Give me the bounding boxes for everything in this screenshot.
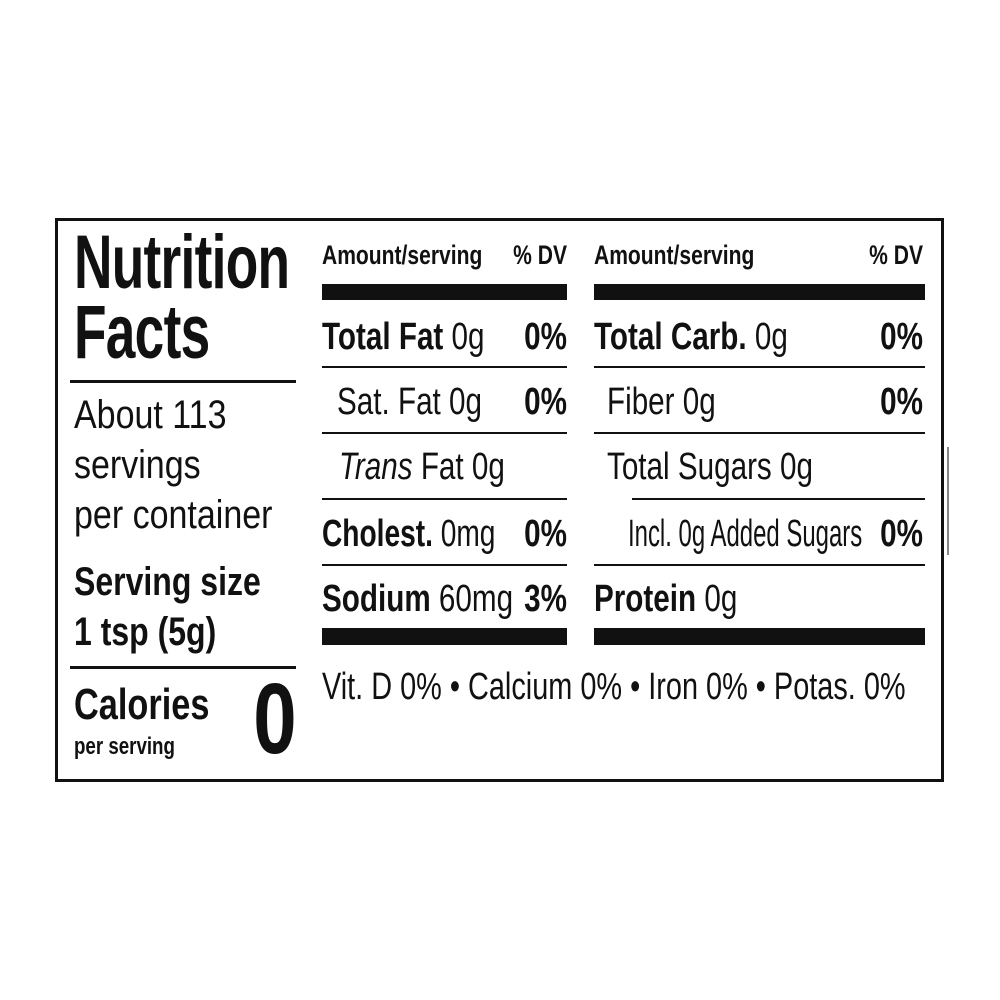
nutrient-amount: 60mg — [438, 578, 514, 620]
nutrient-name: Trans — [339, 446, 413, 488]
nutrient-name: Fiber — [607, 381, 675, 423]
left-header-dv: % DV — [498, 240, 567, 271]
dv-total-fat: 0% — [512, 316, 567, 359]
divider — [322, 432, 567, 434]
nutrition-facts-panel — [55, 218, 944, 782]
servings-line: per container — [74, 493, 273, 537]
dv-value: 3% — [524, 578, 567, 620]
divider — [322, 366, 567, 368]
row-sat-fat: Sat. Fat 0g — [337, 381, 523, 424]
row-protein: Protein 0g — [594, 578, 778, 621]
servings-line: servings — [74, 443, 201, 487]
header-text: % DV — [513, 240, 567, 270]
dv-total-carb: 0% — [868, 316, 923, 359]
dv-fiber: 0% — [868, 381, 923, 424]
edge-mark — [947, 447, 949, 555]
divider — [322, 564, 567, 566]
nutrient-amount: 0mg — [440, 513, 496, 555]
thick-bar — [594, 284, 925, 300]
footer-text: Vit. D 0% • Calcium 0% • Iron 0% • Potas… — [322, 666, 906, 708]
nutrient-name: Protein — [594, 578, 697, 620]
nutrient-amount: 0g — [780, 446, 813, 488]
title-line-2: Facts — [74, 290, 210, 375]
calories-text: Calories — [74, 680, 210, 729]
nutrient-name: Sodium — [322, 578, 431, 620]
divider — [594, 432, 925, 434]
row-cholesterol: Cholest. 0mg — [322, 513, 556, 556]
nutrient-name: Total Sugars — [607, 446, 772, 488]
row-total-sugars: Total Sugars 0g — [607, 446, 871, 489]
left-header-amount: Amount/serving — [322, 240, 528, 271]
nutrient-amount: 0g — [704, 578, 738, 620]
dv-added-sugars: 0% — [868, 513, 923, 556]
calories-value: 0 — [241, 663, 297, 775]
divider — [70, 666, 296, 669]
divider — [594, 564, 925, 566]
dv-value: 0% — [524, 381, 567, 423]
calories-sub: per serving — [74, 733, 203, 761]
serving-size: Serving size 1 tsp (5g) — [74, 557, 307, 657]
nutrient-amount: 0g — [754, 316, 788, 358]
nutrient-name: Sat. Fat — [337, 381, 441, 423]
divider — [70, 380, 296, 383]
calories-label: Calories — [74, 680, 248, 730]
dv-value: 0% — [880, 513, 923, 555]
nutrient-amount: 0g — [682, 381, 716, 423]
nutrient-amount: 0g — [451, 316, 485, 358]
thick-bar — [322, 628, 567, 645]
servings-per-container: About 113 servings per container — [74, 390, 307, 540]
nutrient-name: Total Carb. — [594, 316, 747, 358]
dv-sodium: 3% — [512, 578, 567, 621]
right-header-dv: % DV — [854, 240, 923, 271]
title-line-1: Nutrition — [74, 220, 290, 305]
header-text: Amount/serving — [322, 240, 483, 270]
nutrient-name: Cholest. — [322, 513, 433, 555]
row-fiber: Fiber 0g — [607, 381, 746, 424]
header-text: Amount/serving — [594, 240, 755, 270]
row-total-fat: Total Fat 0g — [322, 316, 530, 359]
row-trans-fat: Trans Fat 0g — [339, 446, 552, 489]
dv-value: 0% — [880, 381, 923, 423]
right-header-amount: Amount/serving — [594, 240, 800, 271]
dv-value: 0% — [524, 316, 567, 358]
divider — [632, 498, 925, 500]
dv-sat-fat: 0% — [512, 381, 567, 424]
serving-size-label: Serving size — [74, 560, 261, 604]
row-added-sugars: Incl. 0g Added Sugars — [628, 513, 1000, 556]
dv-cholesterol: 0% — [512, 513, 567, 556]
nutrient-amount: 0g — [449, 381, 483, 423]
calories-value-text: 0 — [253, 663, 297, 775]
serving-size-value: 1 tsp (5g) — [74, 610, 217, 654]
calories-sub-text: per serving — [74, 733, 175, 760]
dv-value: 0% — [880, 316, 923, 358]
row-total-carb: Total Carb. 0g — [594, 316, 842, 359]
header-text: % DV — [869, 240, 923, 270]
thick-bar — [322, 284, 567, 300]
thick-bar — [594, 628, 925, 645]
divider — [594, 366, 925, 368]
nutrient-name: Total Fat — [322, 316, 444, 358]
vitamins-minerals: Vit. D 0% • Calcium 0% • Iron 0% • Potas… — [322, 666, 1000, 709]
dv-value: 0% — [524, 513, 567, 555]
nutrient-amount: Fat 0g — [420, 446, 505, 488]
nutrient-name: Incl. 0g Added Sugars — [628, 513, 863, 555]
divider — [322, 498, 567, 500]
row-sodium: Sodium 60mg — [322, 578, 567, 621]
servings-line: About 113 — [74, 393, 227, 437]
title: Nutrition Facts — [74, 220, 382, 375]
